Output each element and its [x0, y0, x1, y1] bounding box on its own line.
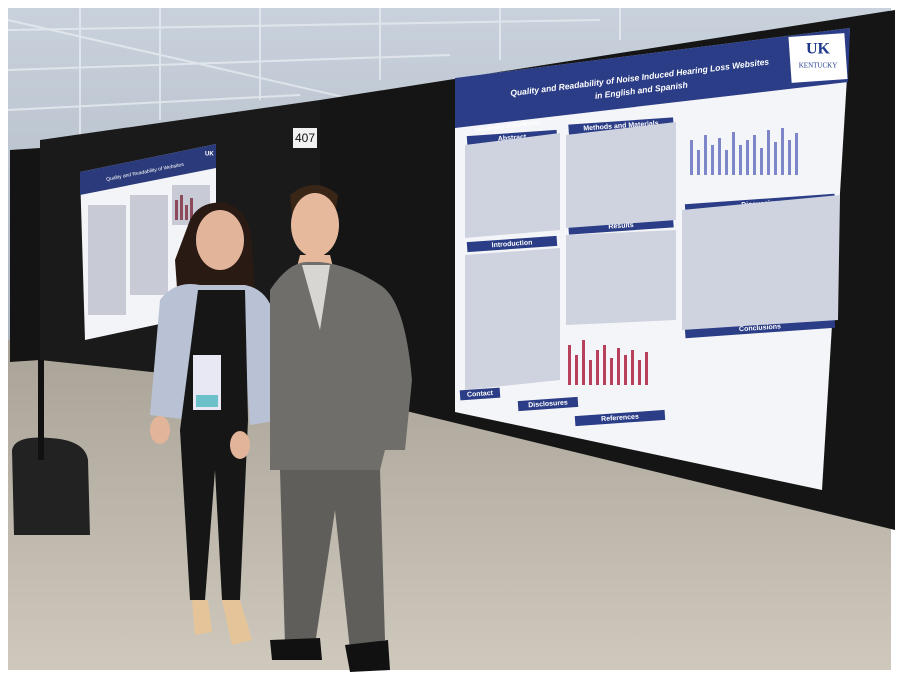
- section-header: Results: [608, 222, 634, 231]
- left-poster-text-blocks: [88, 185, 210, 315]
- section-header-bar: [568, 117, 674, 135]
- section-header-bar: [466, 235, 558, 253]
- booth-number: 407: [295, 131, 315, 145]
- ceiling-trusses: [7, 8, 621, 140]
- logo: UK: [806, 41, 831, 58]
- section-header: Contact: [467, 390, 494, 399]
- logo-sub: KENTUCKY: [799, 62, 838, 70]
- section-header: References: [601, 414, 639, 424]
- section-header-bar: [684, 317, 836, 339]
- person-woman: [150, 202, 280, 645]
- backpack: [12, 437, 90, 535]
- section-header: Abstract: [498, 134, 527, 143]
- section-header-bar: [574, 409, 666, 427]
- section-header: Disclosures: [528, 399, 568, 409]
- logo-box: [788, 33, 848, 83]
- poster-text-blocks: [465, 122, 840, 390]
- left-poster-header: [80, 144, 216, 195]
- pole: [38, 360, 44, 460]
- main-poster-header: [455, 28, 850, 128]
- section-header: Conclusions: [739, 323, 781, 333]
- section-header-bar: [517, 396, 579, 412]
- section-header: Introduction: [491, 239, 532, 249]
- poster-chart: [690, 128, 798, 175]
- person-man: [270, 185, 412, 672]
- booth-tag: [293, 128, 317, 148]
- section-header-bar: [459, 387, 501, 401]
- board: [10, 148, 40, 362]
- poster-chart: [568, 340, 648, 385]
- left-poster-chart: [175, 195, 193, 220]
- left-poster-logo: UK: [205, 152, 214, 158]
